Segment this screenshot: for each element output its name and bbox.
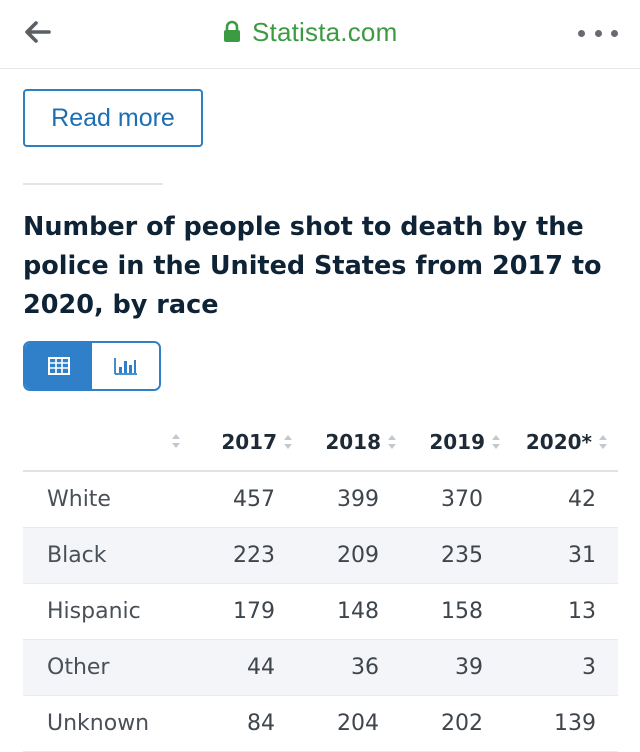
- table-cell: 204: [297, 695, 401, 752]
- table-cell: 158: [401, 583, 505, 640]
- table-cell: 84: [193, 695, 297, 752]
- table-cell: 223: [193, 527, 297, 584]
- table-row: Black 223 209 235 31: [23, 527, 618, 584]
- column-header-text: 2020*: [525, 430, 592, 454]
- table-cell: 44: [193, 639, 297, 696]
- data-table: 2017 2018 2019: [23, 414, 618, 752]
- table-row: Other 44 36 39 3: [23, 639, 618, 696]
- table-row: Unknown 84 204 202 139: [23, 695, 618, 752]
- sort-control[interactable]: 2017: [221, 430, 293, 454]
- table-cell: 36: [297, 639, 401, 696]
- browser-toolbar: Statista.com: [0, 0, 640, 69]
- column-header-2019[interactable]: 2019: [401, 414, 505, 472]
- column-header-text: 2019: [429, 430, 485, 454]
- table-cell: 457: [193, 471, 297, 528]
- table-cell: 370: [401, 471, 505, 528]
- table-cell: 13: [505, 583, 618, 640]
- view-toggle: [23, 341, 161, 391]
- sort-icon: [284, 435, 292, 449]
- sort-control[interactable]: 2020*: [526, 430, 608, 454]
- row-label: Hispanic: [23, 583, 193, 640]
- dot: [578, 29, 585, 37]
- row-label: Other: [23, 639, 193, 696]
- table-header-row: 2017 2018 2019: [23, 414, 618, 472]
- url-domain: Statista.com: [252, 16, 398, 47]
- column-header-2018[interactable]: 2018: [297, 414, 401, 472]
- back-arrow-icon[interactable]: [22, 16, 52, 48]
- table-cell: 202: [401, 695, 505, 752]
- sort-icon: [492, 435, 500, 449]
- row-label: White: [23, 471, 193, 528]
- table-cell: 39: [401, 639, 505, 696]
- table-view-button[interactable]: [25, 343, 92, 389]
- table-cell: 148: [297, 583, 401, 640]
- column-header-2017[interactable]: 2017: [193, 414, 297, 472]
- bar-chart-icon: [113, 358, 137, 375]
- lock-icon: [224, 20, 240, 42]
- row-label: Black: [23, 527, 193, 584]
- table-cell: 179: [193, 583, 297, 640]
- dot: [611, 29, 618, 37]
- section-divider: [23, 183, 163, 185]
- table-cell: 42: [505, 471, 618, 528]
- table-cell: 3: [505, 639, 618, 696]
- sort-control[interactable]: 2019: [429, 430, 501, 454]
- page-title: Number of people shot to death by the po…: [23, 212, 602, 320]
- sort-icon: [388, 435, 396, 449]
- sort-icon: [599, 435, 607, 449]
- column-header-label[interactable]: [23, 414, 193, 472]
- table-icon: [47, 357, 70, 375]
- table-row: Hispanic 179 148 158 13: [23, 583, 618, 640]
- table-cell: 31: [505, 527, 618, 584]
- table-cell: 235: [401, 527, 505, 584]
- table-cell: 399: [297, 471, 401, 528]
- arrow-left-icon: [25, 21, 51, 43]
- sort-control[interactable]: 2018: [325, 430, 397, 454]
- url-bar[interactable]: Statista.com: [222, 15, 397, 49]
- table-cell: 209: [297, 527, 401, 584]
- table-row: White 457 399 370 42: [23, 471, 618, 528]
- column-header-text: 2017: [221, 430, 277, 454]
- read-more-button[interactable]: Read more: [23, 89, 203, 147]
- table-cell: 139: [505, 695, 618, 752]
- column-header-2020[interactable]: 2020*: [505, 414, 618, 472]
- more-dots-icon[interactable]: [578, 18, 618, 48]
- sort-icon: [172, 434, 180, 448]
- chart-view-button[interactable]: [92, 343, 159, 389]
- row-label: Unknown: [23, 695, 193, 752]
- column-header-text: 2018: [325, 430, 381, 454]
- dot: [594, 29, 602, 37]
